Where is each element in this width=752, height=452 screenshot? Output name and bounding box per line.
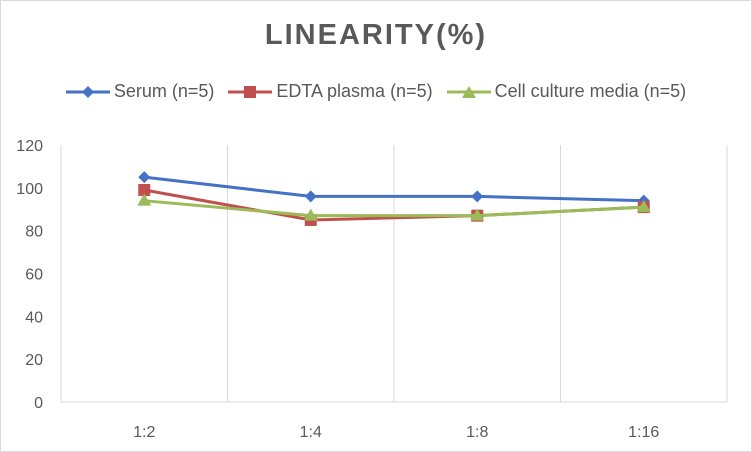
legend-item-edta-plasma: EDTA plasma (n=5) [228,81,433,102]
y-tick-label: 80 [25,224,43,241]
legend-label-serum: Serum (n=5) [113,81,215,101]
chart-title: LINEARITY(%) [264,19,488,51]
data-point-diamond [304,190,317,203]
legend-swatch-cell-culture-media [446,85,491,98]
y-tick-label: 40 [25,309,43,326]
legend-swatch-edta-plasma [228,85,273,98]
legend-label-edta-plasma: EDTA plasma (n=5) [276,81,433,101]
data-point-diamond [138,171,151,184]
legend: Serum (n=5) EDTA plasma (n=5) Cell cultu… [1,81,751,102]
data-point-triangle [303,208,318,221]
x-tick-label: 1:8 [466,424,488,441]
y-tick-label: 0 [34,395,43,412]
y-tick-label: 100 [16,181,43,198]
x-tick-label: 1:16 [628,424,659,441]
data-point-triangle [470,208,485,221]
data-point-triangle [636,200,651,213]
y-tick-label: 120 [16,138,43,155]
x-tick-label: 1:2 [133,424,155,441]
legend-swatch-serum [65,85,110,98]
series-line-2 [144,199,644,218]
x-tick-label: 1:4 [300,424,322,441]
legend-item-serum: Serum (n=5) [65,81,215,102]
series-line-0 [144,175,644,203]
y-tick-label: 20 [25,352,43,369]
legend-label-cell-culture-media: Cell culture media (n=5) [494,81,687,101]
data-point-square [138,183,151,196]
data-point-diamond [471,190,484,203]
y-tick-label: 60 [25,267,43,284]
legend-item-cell-culture-media: Cell culture media (n=5) [446,81,687,102]
data-point-triangle [137,193,152,206]
